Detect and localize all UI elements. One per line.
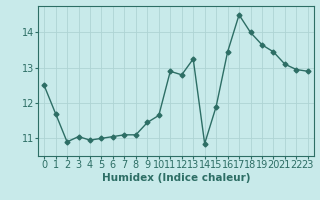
X-axis label: Humidex (Indice chaleur): Humidex (Indice chaleur) [102,173,250,183]
